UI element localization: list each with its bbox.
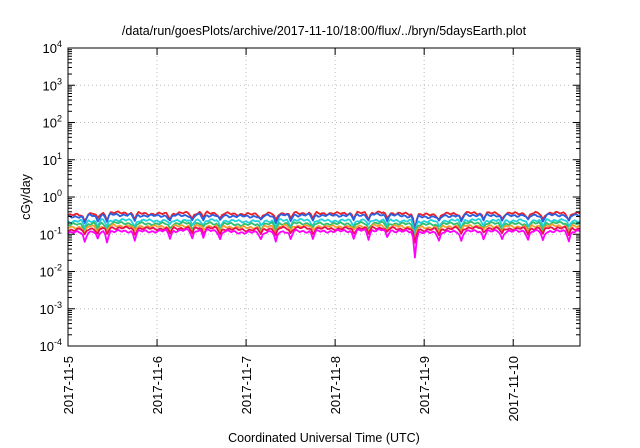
y-axis-label: cGy/day: [19, 173, 33, 220]
y-tick-label: 10-1: [40, 225, 62, 242]
y-tick-label: 101: [43, 151, 62, 168]
x-tick-label: 2017-11-7: [239, 356, 254, 414]
y-tick-label: 103: [43, 76, 62, 93]
series-line: [67, 212, 581, 233]
x-tick-label: 2017-11-5: [61, 356, 76, 414]
x-tick-label: 2017-11-10: [506, 356, 521, 422]
series-line: [67, 218, 581, 237]
y-axis-ticks: 10-4 10-3 10-2 10-1 100 101 102 103 104: [40, 39, 580, 354]
series-line: [67, 210, 581, 231]
x-tick-label: 2017-11-6: [150, 356, 165, 414]
x-axis-ticks: 2017-11-5 2017-11-6 2017-11-7 2017-11-8 2017…: [61, 48, 521, 422]
x-tick-label: 2017-11-9: [417, 356, 432, 414]
plot-area: [67, 210, 581, 259]
y-tick-label: 104: [43, 39, 62, 56]
y-tick-label: 10-2: [40, 263, 62, 280]
x-tick-label: 2017-11-8: [328, 356, 343, 414]
x-axis-label: Coordinated Universal Time (UTC): [228, 431, 420, 445]
y-tick-label: 100: [43, 188, 62, 205]
y-tick-label: 10-3: [40, 300, 62, 317]
grid-lines: [68, 48, 580, 346]
y-tick-label: 10-4: [40, 337, 62, 354]
series-line: [67, 227, 581, 259]
y-tick-label: 102: [43, 114, 62, 131]
chart-title: /data/run/goesPlots/archive/2017-11-10/1…: [122, 24, 527, 38]
series-line: [67, 225, 581, 244]
